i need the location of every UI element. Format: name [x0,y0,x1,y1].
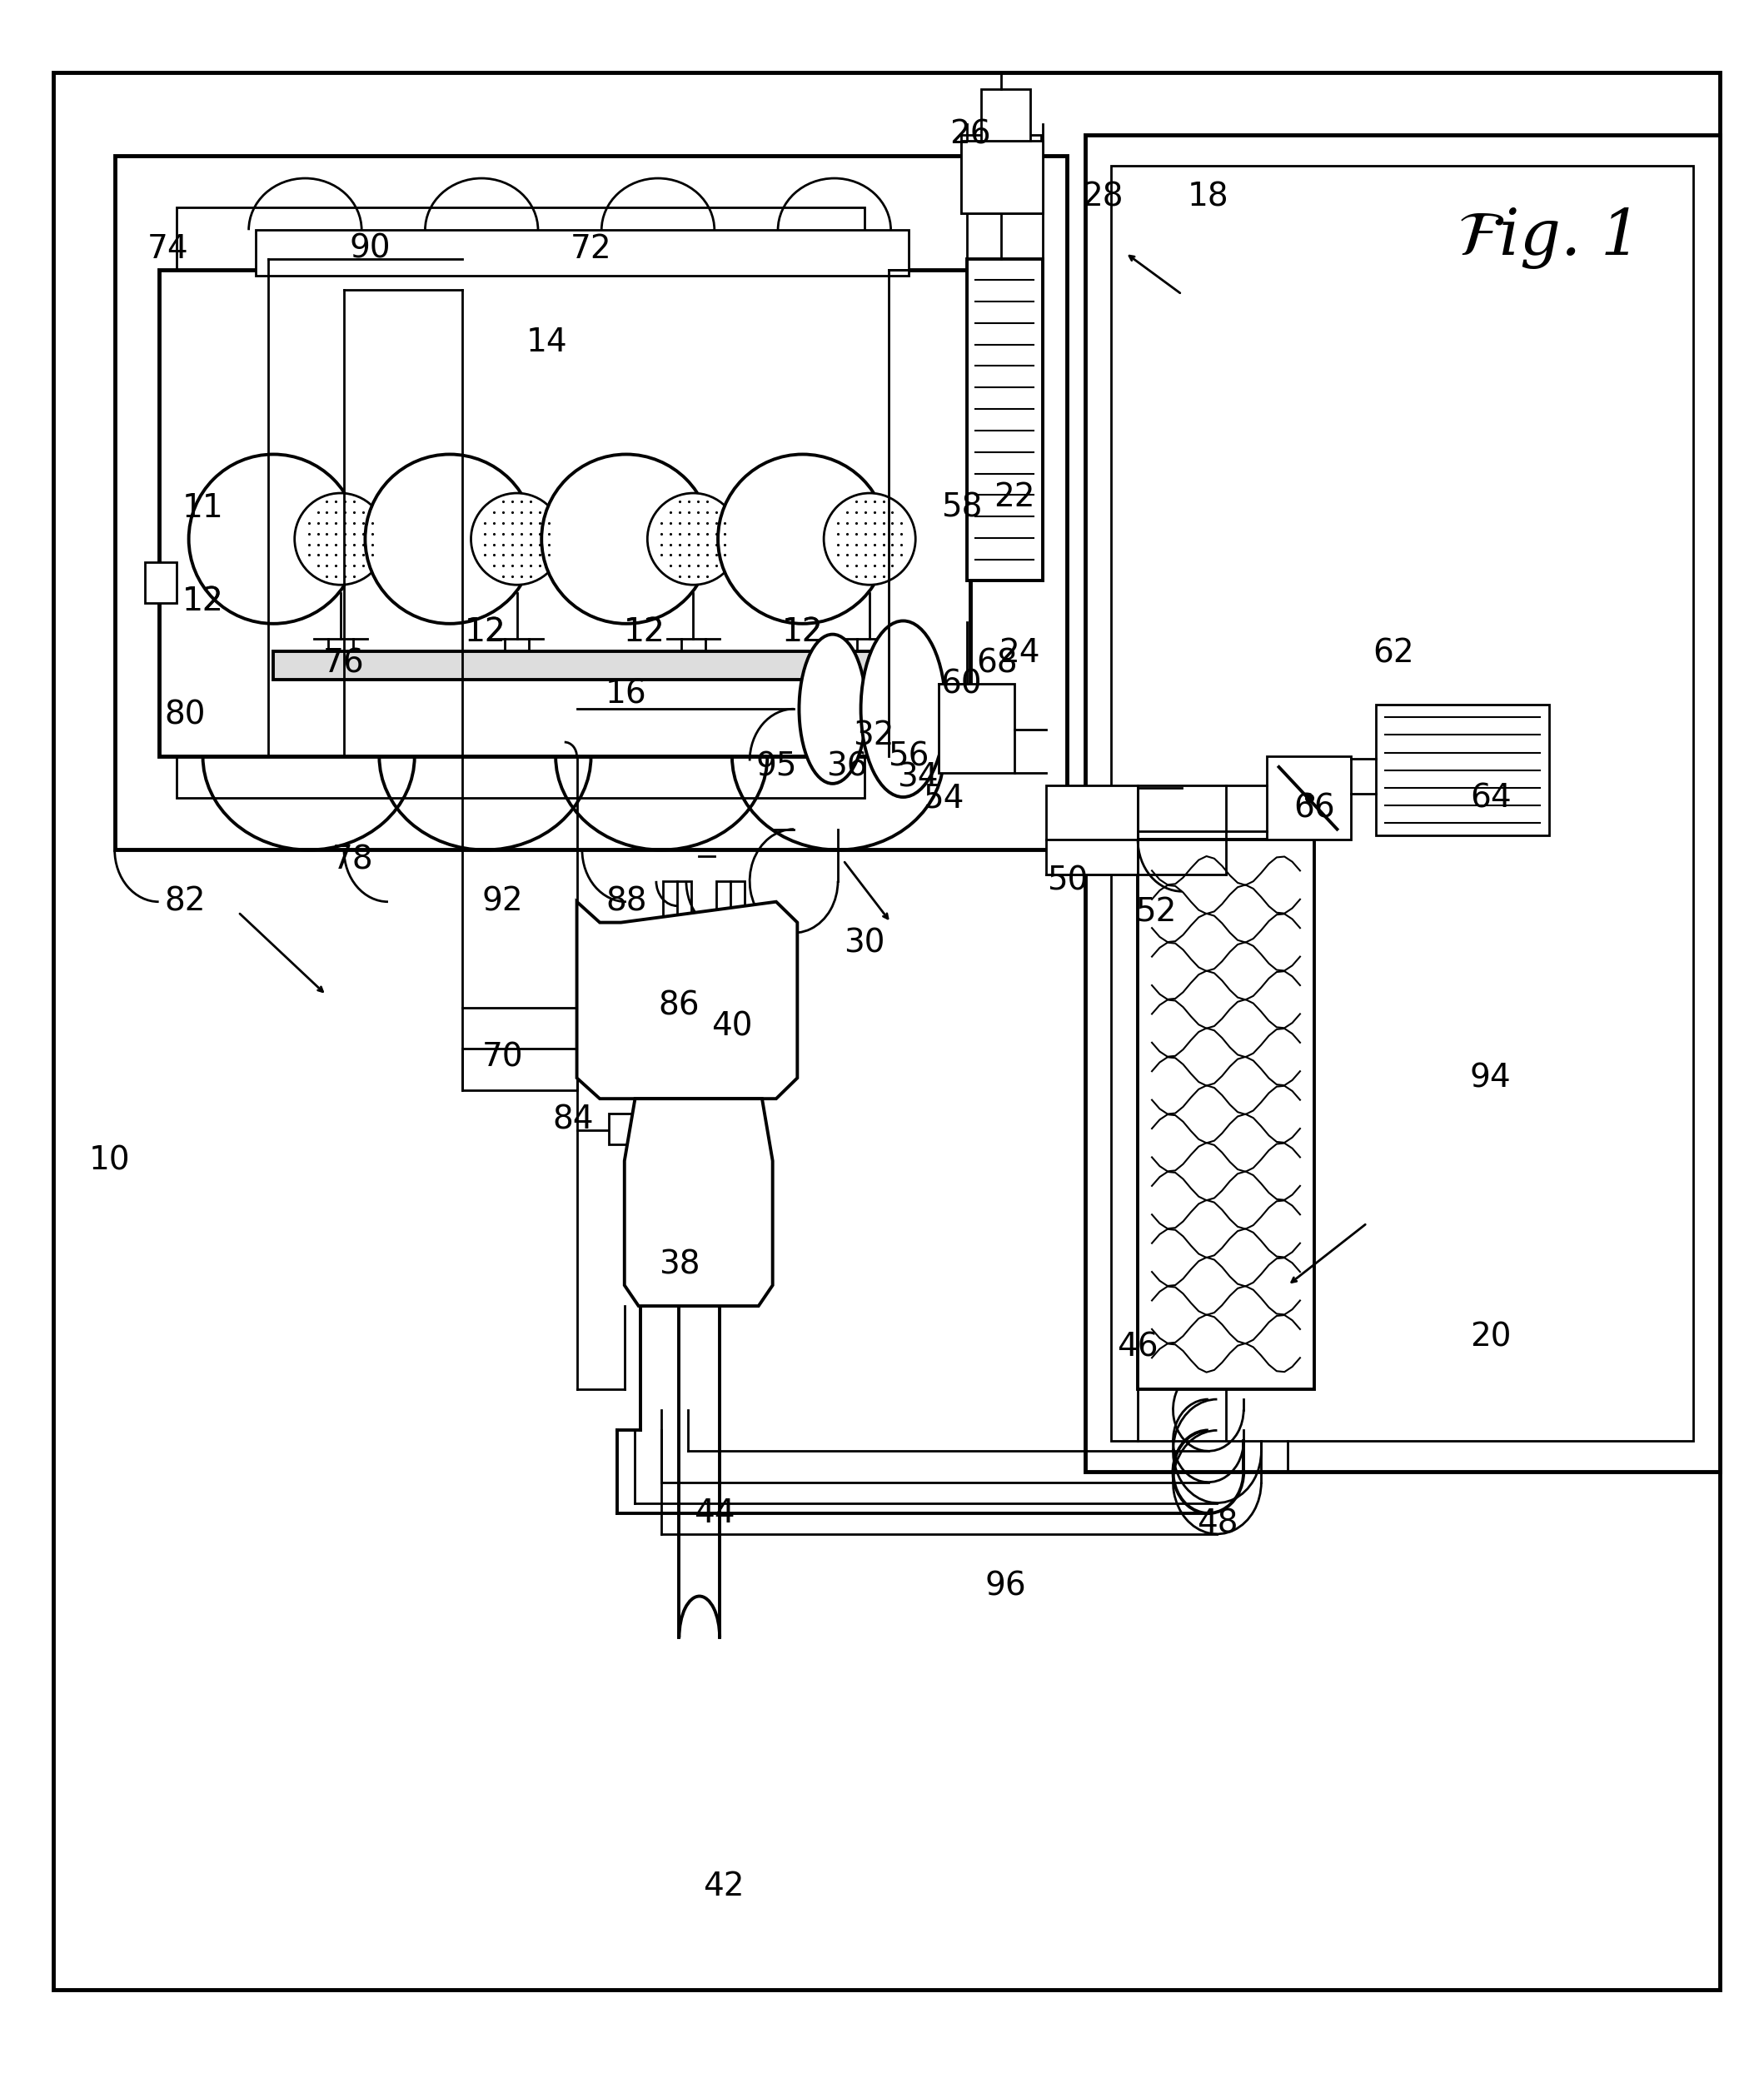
Text: 68: 68 [975,647,1018,680]
Text: 82: 82 [164,885,206,918]
Text: 48: 48 [1196,1507,1238,1540]
Circle shape [471,493,563,585]
Text: 84: 84 [552,1103,594,1136]
Text: 38: 38 [658,1248,700,1281]
Text: 70: 70 [482,1041,524,1074]
Text: 12: 12 [182,585,224,618]
Bar [609,1113,635,1144]
Text: 60: 60 [940,668,983,701]
Bar [716,881,744,922]
Bar [1138,840,1314,1389]
Bar [938,684,1014,773]
Text: 90: 90 [349,232,392,265]
Text: 12: 12 [464,616,506,649]
Bar [663,881,691,922]
Bar [1046,786,1138,875]
Bar [459,259,820,757]
Circle shape [365,454,534,624]
Text: 12: 12 [464,616,506,649]
Text: 20: 20 [1469,1321,1512,1354]
Text: 52: 52 [1134,896,1177,929]
Polygon shape [577,902,797,1099]
Text: 14: 14 [526,325,568,359]
Text: $\mathcal{F}$ig. 1: $\mathcal{F}$ig. 1 [1457,205,1630,272]
Bar [256,230,908,276]
Bar [273,651,900,680]
Text: 50: 50 [1046,864,1088,898]
Bar [115,155,1067,850]
Text: 22: 22 [993,481,1035,514]
Circle shape [824,493,916,585]
Text: 11: 11 [182,491,224,524]
Text: 10: 10 [88,1144,131,1177]
Text: 12: 12 [182,585,224,618]
Polygon shape [624,1099,773,1306]
Ellipse shape [861,622,946,796]
Bar [176,207,864,798]
Text: 18: 18 [1187,180,1230,214]
Text: 46: 46 [1117,1331,1159,1364]
Bar [159,269,970,757]
Text: 72: 72 [570,232,612,265]
Text: 54: 54 [923,782,965,815]
Text: 16: 16 [605,678,647,711]
Text: 12: 12 [781,616,824,649]
Circle shape [542,454,711,624]
Text: 12: 12 [623,616,665,649]
Text: 92: 92 [482,885,524,918]
Circle shape [718,454,887,624]
Bar [1267,757,1351,840]
Bar [1376,705,1549,835]
Text: 66: 66 [1293,792,1335,825]
Bar [1085,135,1720,1472]
Text: 12: 12 [781,616,824,649]
Text: 28: 28 [1081,180,1124,214]
Text: 78: 78 [332,844,374,877]
Bar [462,1007,577,1090]
Text: 80: 80 [164,699,206,732]
Circle shape [189,454,358,624]
Bar [961,141,1043,214]
Bar [961,135,1041,214]
Circle shape [295,493,386,585]
Text: 86: 86 [658,989,700,1022]
Text: 36: 36 [826,750,868,784]
Text: 56: 56 [887,740,930,773]
Text: 94: 94 [1469,1061,1512,1095]
Bar [967,259,1043,580]
Text: 26: 26 [949,118,991,151]
Text: 32: 32 [852,719,894,752]
Text: 42: 42 [702,1870,744,1903]
Text: 76: 76 [323,647,365,680]
Bar [145,562,176,603]
Text: 88: 88 [605,885,647,918]
Text: 58: 58 [940,491,983,524]
Text: 95: 95 [755,750,797,784]
Text: 34: 34 [896,761,938,794]
Bar [981,89,1030,141]
Text: 96: 96 [984,1569,1027,1602]
Text: 30: 30 [843,927,886,960]
Text: 24: 24 [998,636,1041,670]
Text: 62: 62 [1372,636,1415,670]
Text: 40: 40 [711,1010,753,1043]
Text: 64: 64 [1469,782,1512,815]
Text: 12: 12 [623,616,665,649]
Bar [1111,166,1693,1441]
Text: 74: 74 [146,232,189,265]
Circle shape [647,493,739,585]
Ellipse shape [799,634,866,784]
Text: 44: 44 [693,1497,736,1530]
